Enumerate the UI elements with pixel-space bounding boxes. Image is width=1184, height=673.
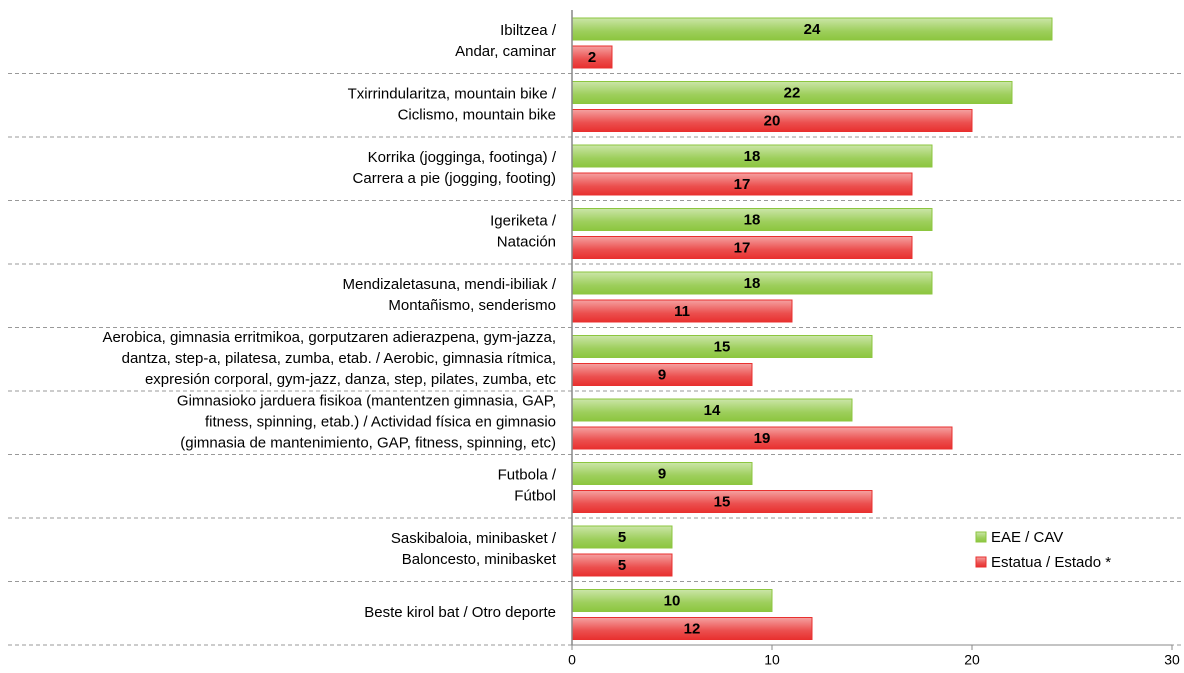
data-label: 14	[704, 402, 721, 419]
legend-marker	[975, 531, 987, 543]
data-label: 15	[714, 338, 731, 355]
data-label: 19	[754, 430, 771, 447]
data-label: 17	[734, 176, 751, 193]
category-label: Andar, caminar	[455, 43, 556, 60]
data-label: 5	[618, 529, 626, 546]
category-label: Ciclismo, mountain bike	[398, 107, 556, 124]
category-label: Saskibaloia, minibasket /	[391, 530, 557, 547]
category-label: Gimnasioko jarduera fisikoa (mantentzen …	[177, 393, 556, 410]
data-label: 15	[714, 493, 731, 510]
category-label: Baloncesto, minibasket	[402, 551, 557, 568]
data-label: 17	[734, 239, 751, 256]
category-label: Ibiltzea /	[500, 22, 557, 39]
data-label: 9	[658, 366, 666, 383]
category-label: Carrera a pie (jogging, footing)	[353, 170, 556, 187]
x-tick-label: 0	[568, 652, 576, 668]
category-label: Natación	[497, 234, 556, 251]
data-label: 10	[664, 592, 681, 609]
category-label: Futbola /	[498, 467, 557, 484]
category-label: fitness, spinning, etab.) / Actividad fí…	[205, 414, 556, 431]
category-label: Korrika (jogginga, footinga) /	[368, 149, 557, 166]
category-label: Fútbol	[514, 488, 556, 505]
legend-marker	[975, 556, 987, 568]
legend-label: Estatua / Estado *	[991, 554, 1111, 571]
data-label: 22	[784, 84, 801, 101]
data-label: 24	[804, 21, 821, 38]
data-label: 2	[588, 49, 596, 66]
category-label: Txirrindularitza, mountain bike /	[348, 86, 557, 103]
x-tick-label: 10	[764, 652, 780, 668]
category-label: expresión corporal, gym-jazz, danza, ste…	[145, 371, 557, 388]
data-label: 11	[674, 303, 690, 320]
category-label: Beste kirol bat / Otro deporte	[364, 604, 556, 621]
legend-label: EAE / CAV	[991, 529, 1063, 546]
category-label: Montañismo, senderismo	[388, 297, 556, 314]
data-label: 20	[764, 112, 781, 129]
x-tick-label: 30	[1164, 652, 1180, 668]
data-label: 18	[744, 148, 761, 165]
x-tick-label: 20	[964, 652, 980, 668]
category-label: Igeriketa /	[490, 213, 557, 230]
data-label: 5	[618, 557, 626, 574]
data-label: 18	[744, 275, 761, 292]
data-label: 9	[658, 465, 666, 482]
category-label: Aerobica, gimnasia erritmikoa, gorputzar…	[102, 329, 556, 346]
data-label: 18	[744, 211, 761, 228]
category-label: (gimnasia de mantenimiento, GAP, fitness…	[180, 435, 556, 452]
category-label: Mendizaletasuna, mendi-ibiliak /	[343, 276, 557, 293]
data-label: 12	[684, 620, 701, 637]
category-label: dantza, step-a, pilatesa, zumba, etab. /…	[122, 350, 556, 367]
